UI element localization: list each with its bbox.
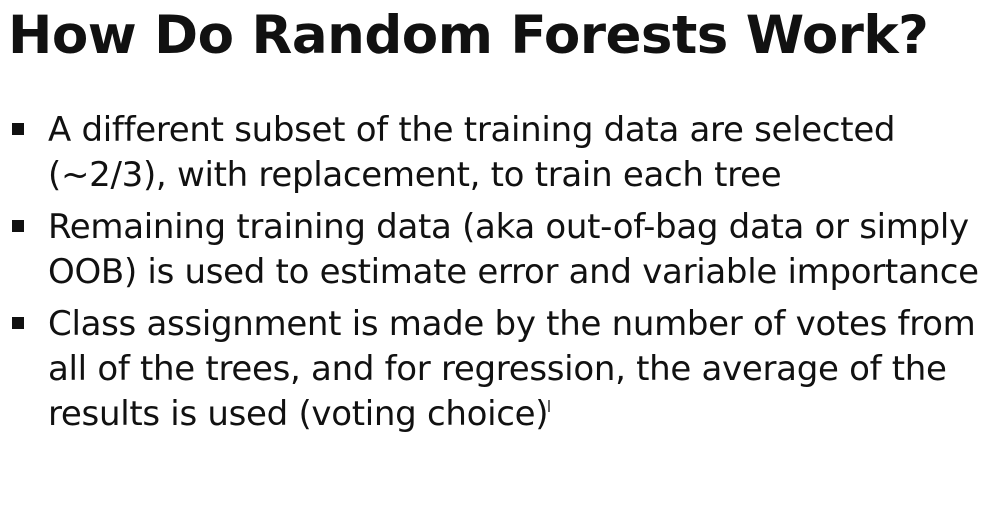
bullet-text: Class assignment is made by the number o… (48, 304, 976, 434)
square-bullet-icon (12, 123, 24, 135)
bullet-text: Remaining training data (aka out-of-bag … (48, 207, 979, 292)
bullet-item: Remaining training data (aka out-of-bag … (10, 205, 980, 295)
text-cursor-icon (548, 400, 550, 412)
square-bullet-icon (12, 220, 24, 232)
bullet-list: A different subset of the training data … (10, 108, 980, 437)
bullet-text: A different subset of the training data … (48, 110, 896, 195)
bullet-item: Class assignment is made by the number o… (10, 302, 980, 437)
square-bullet-icon (12, 317, 24, 329)
slide-title: How Do Random Forests Work? (8, 5, 929, 66)
bullet-item: A different subset of the training data … (10, 108, 980, 198)
